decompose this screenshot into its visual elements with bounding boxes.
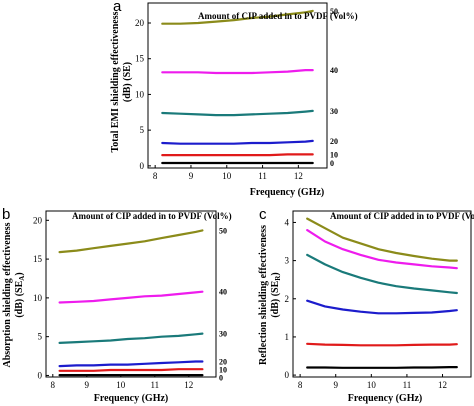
y-tick-label: 0 xyxy=(38,370,43,380)
panel-b-plot-frame xyxy=(45,210,217,378)
y-tick-label: 20 xyxy=(135,18,145,28)
y-tick-label: 3 xyxy=(285,256,290,266)
panel-a-xlabel: Frequency (GHz) xyxy=(250,187,325,198)
x-tick-label: 12 xyxy=(438,380,447,390)
series-line-20 xyxy=(161,139,314,145)
panel-c-ylabel-line1: Reflection shielding effectiveness xyxy=(258,225,269,365)
panel-b-ylabel-subscript: A xyxy=(18,276,26,281)
series-label-50: 50 xyxy=(330,7,338,16)
x-tick-label: 10 xyxy=(367,380,377,390)
x-tick-label: 12 xyxy=(294,171,303,181)
series-line-20 xyxy=(58,360,204,368)
series-line-10 xyxy=(58,368,204,372)
panel-c-xlabel: Frequency (GHz) xyxy=(348,393,423,404)
panel-c-letter: c xyxy=(259,206,267,223)
y-tick-label: 5 xyxy=(140,125,145,135)
panel-c-ylabel-prefix: (dB) (SE xyxy=(270,280,281,317)
series-line-0 xyxy=(306,366,458,369)
series-label-10: 10 xyxy=(219,365,227,374)
series-line-30 xyxy=(58,332,204,344)
panel-b-ylabel-line2: (dB) (SEA) xyxy=(14,272,26,317)
series-line-10 xyxy=(161,153,314,157)
y-tick-label: 1 xyxy=(285,332,290,342)
series-label-20: 20 xyxy=(330,137,338,146)
y-tick-label: 20 xyxy=(33,215,43,225)
y-tick-label: 4 xyxy=(285,217,290,227)
series-label-10: 10 xyxy=(330,150,338,159)
x-tick-label: 8 xyxy=(153,171,158,181)
panel-c-plot: 891011120123450403020100 xyxy=(285,210,472,390)
series-label-40: 40 xyxy=(219,288,227,297)
series-line-50 xyxy=(161,9,314,25)
panel-b-ylabel-prefix: (dB) (SE xyxy=(14,280,25,317)
series-label-30: 30 xyxy=(330,107,338,116)
panel-c-legend-title: Amount of CIP added in to PVDF (Vol%) xyxy=(330,211,474,221)
y-tick-label: 15 xyxy=(33,254,43,264)
series-line-40 xyxy=(161,68,314,75)
panel-a-legend-title: Amount of CIP added in to PVDF (Vol%) xyxy=(198,11,358,21)
panel-b-legend-title: Amount of CIP added in to PVDF (Vol%) xyxy=(72,211,232,221)
panel-a-plot-frame xyxy=(147,2,328,169)
panel-b-ylabel-suffix: ) xyxy=(14,272,25,275)
x-tick-label: 9 xyxy=(333,380,338,390)
series-line-10 xyxy=(306,342,458,347)
series-line-30 xyxy=(306,253,458,295)
panel-a-ylabel-line1: Total EMI shielding effectiveness xyxy=(110,11,121,152)
x-tick-label: 8 xyxy=(298,380,303,390)
y-tick-label: 10 xyxy=(33,293,43,303)
x-tick-label: 11 xyxy=(150,380,159,390)
x-tick-label: 9 xyxy=(189,171,194,181)
x-tick-label: 10 xyxy=(116,380,126,390)
series-line-40 xyxy=(306,229,458,270)
x-tick-label: 9 xyxy=(85,380,90,390)
series-label-50: 50 xyxy=(219,226,227,235)
series-label-0: 0 xyxy=(219,373,223,382)
x-tick-label: 10 xyxy=(222,171,232,181)
series-line-30 xyxy=(161,109,314,117)
x-tick-label: 11 xyxy=(258,171,267,181)
series-line-50 xyxy=(306,217,458,262)
panel-a-ylabel-line2: (dB) (SE) xyxy=(122,62,133,102)
series-line-50 xyxy=(58,229,204,254)
panel-c-ylabel-suffix: ) xyxy=(270,272,281,275)
y-tick-label: 15 xyxy=(135,54,145,64)
panel-c-plot-frame xyxy=(292,210,472,378)
series-label-40: 40 xyxy=(330,66,338,75)
series-label-0: 0 xyxy=(330,159,334,168)
y-tick-label: 0 xyxy=(140,161,145,171)
y-tick-label: 0 xyxy=(285,370,290,380)
panel-b-xlabel: Frequency (GHz) xyxy=(94,393,169,404)
series-label-20: 20 xyxy=(219,357,227,366)
x-tick-label: 8 xyxy=(51,380,56,390)
series-label-30: 30 xyxy=(219,330,227,339)
x-tick-label: 12 xyxy=(184,380,193,390)
series-line-40 xyxy=(58,290,204,304)
panel-c: c 891011120123450403020100 Amount of CIP… xyxy=(258,206,474,404)
series-line-20 xyxy=(306,299,458,315)
y-tick-label: 10 xyxy=(135,89,145,99)
x-tick-label: 11 xyxy=(403,380,412,390)
panel-c-ylabel-subscript: R xyxy=(274,275,282,281)
panel-a-letter: a xyxy=(113,0,122,15)
panel-c-ylabel-line2: (dB) (SER) xyxy=(270,272,282,317)
y-tick-label: 5 xyxy=(38,332,43,342)
panel-b-ylabel-line1: Absorption shielding effectiveness xyxy=(2,222,13,367)
y-tick-label: 2 xyxy=(285,294,290,304)
panel-b-letter: b xyxy=(2,206,10,223)
